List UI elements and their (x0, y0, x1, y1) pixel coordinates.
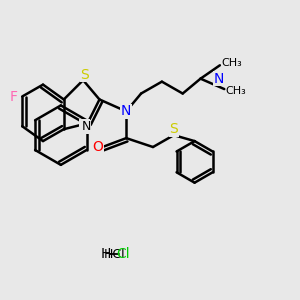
Text: N: N (121, 104, 131, 118)
Text: S: S (80, 68, 89, 82)
Text: N: N (81, 120, 91, 133)
Text: S: S (169, 122, 178, 136)
Text: O: O (92, 140, 104, 154)
Text: S: S (79, 67, 88, 81)
Text: N: N (214, 72, 224, 86)
Text: F: F (10, 89, 18, 103)
Text: Cl: Cl (116, 247, 130, 261)
Text: CH₃: CH₃ (226, 85, 247, 96)
Text: H: H (100, 247, 111, 261)
Text: N: N (80, 120, 89, 133)
Text: CH₃: CH₃ (221, 58, 242, 68)
Text: HCl: HCl (103, 248, 125, 260)
